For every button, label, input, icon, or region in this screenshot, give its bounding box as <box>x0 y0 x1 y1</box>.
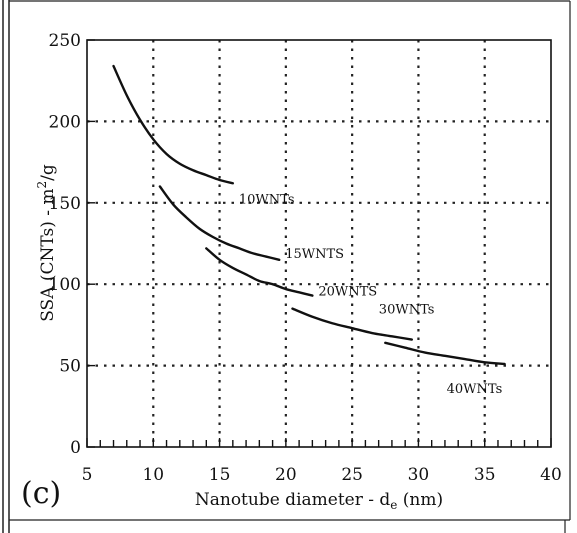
series-label: 30WNTs <box>379 303 435 318</box>
series-line <box>291 307 413 341</box>
x-tick-label: 25 <box>341 465 363 485</box>
grid-lines <box>87 40 551 447</box>
x-tick-label: 30 <box>408 465 430 485</box>
x-axis-title: Nanotube diameter - de (nm) <box>195 490 443 512</box>
series-line <box>384 341 506 366</box>
axis-tick-labels: 5 10 15 20 25 30 35 40 0 50 100 150 200 250 <box>49 31 562 485</box>
y-axis-title: SSA (CNTs) - m2/g <box>35 164 58 322</box>
x-tick-label: 40 <box>540 465 562 485</box>
series-label: 10WNTs <box>239 192 295 207</box>
x-tick-label: 35 <box>474 465 496 485</box>
series-line <box>158 185 281 261</box>
x-tick-label: 20 <box>275 465 297 485</box>
y-tick-label: 0 <box>70 438 81 458</box>
x-tick-label: 5 <box>82 465 93 485</box>
y-tick-label: 50 <box>59 357 81 377</box>
series-label: 15WNTS <box>285 247 344 262</box>
x-tick-label: 10 <box>142 465 164 485</box>
y-tick-label: 200 <box>49 112 81 132</box>
series-line <box>205 247 314 297</box>
y-tick-label: 150 <box>49 194 81 214</box>
y-tick-label: 100 <box>49 275 81 295</box>
x-tick-label: 15 <box>209 465 231 485</box>
plot-area-frame <box>86 39 552 448</box>
series-label: 20WNTS <box>318 285 377 300</box>
panel-label: (c) <box>21 476 61 511</box>
y-tick-label: 250 <box>49 31 81 51</box>
series-label: 40WNTs <box>447 382 503 397</box>
series-lines <box>112 64 506 366</box>
series-line <box>112 64 235 185</box>
